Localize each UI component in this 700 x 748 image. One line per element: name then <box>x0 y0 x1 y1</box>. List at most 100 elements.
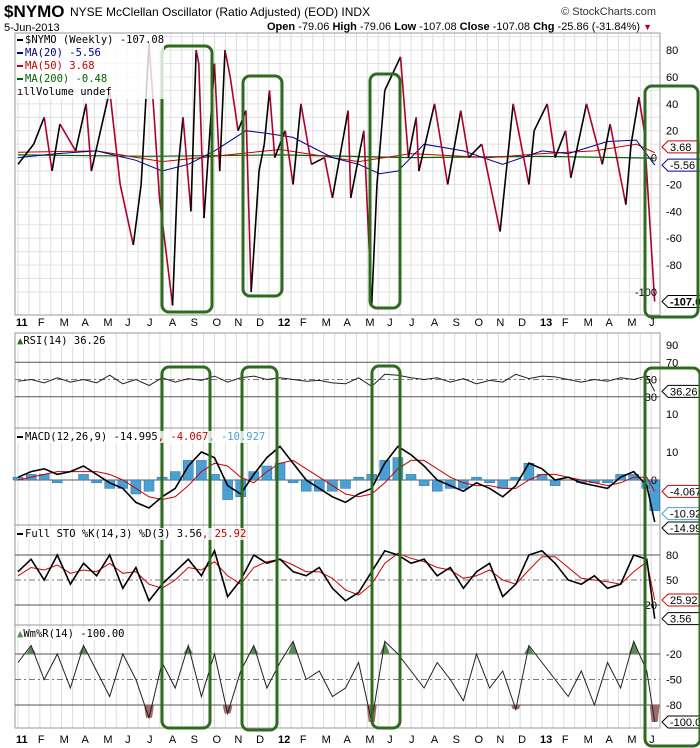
nymo-segment <box>108 90 121 185</box>
nymo-segment <box>570 103 588 178</box>
x-tick-label: M <box>103 734 112 746</box>
nymo-segment <box>347 110 352 198</box>
rsi-icon: ▲ <box>17 335 24 347</box>
close-value: -107.08 <box>492 21 531 33</box>
macd-histogram-bar <box>353 476 364 481</box>
x-tick-label: M <box>60 734 69 746</box>
x-tick-label: 11 <box>16 317 28 329</box>
close-value-tag-box <box>661 295 700 309</box>
annotation-highlight-box <box>160 44 214 314</box>
x-tick-label: A <box>606 734 614 746</box>
nymo-segment <box>609 123 627 205</box>
y-tick-label: 40 <box>666 99 678 111</box>
nymo-segment <box>311 156 325 166</box>
annotation-highlight-box <box>160 365 212 730</box>
x-tick-label: S <box>191 317 198 329</box>
macd-histogram-bar <box>52 479 63 484</box>
macd-hist-text: , -10.927 <box>208 431 266 443</box>
nymo-segment <box>85 103 93 172</box>
nymo-segment <box>601 123 611 165</box>
rsi-legend-text: RSI(14) 36.26 <box>23 335 106 347</box>
nymo-segment <box>258 144 266 172</box>
nymo-segment <box>331 110 349 199</box>
x-tick-label: M <box>322 317 331 329</box>
rsi-tick-label: 90 <box>666 340 678 352</box>
chg-value: -25.86 (-31.84%) <box>557 21 641 33</box>
x-tick-label: M <box>103 317 112 329</box>
chart-title: NYSE McClellan Oscillator (Ratio Adjuste… <box>70 5 370 19</box>
legend-volume-text: Volume undef <box>35 86 112 98</box>
nymo-segment <box>638 96 645 131</box>
low-label: Low <box>394 21 417 33</box>
macd-histogram-bar <box>287 479 299 484</box>
nymo-segment <box>370 184 378 306</box>
legend-ma200: MA(200) -0.48 <box>17 73 164 86</box>
macd-value-tag: -14.995 <box>670 523 700 535</box>
x-tick-label: J <box>125 734 130 746</box>
x-tick-label: F <box>38 734 45 746</box>
wmr-overbought-fill <box>78 645 89 654</box>
rsi-value-tag-box <box>661 384 700 398</box>
nymo-segment <box>268 90 276 158</box>
nymo-segment <box>446 110 462 185</box>
wmr-value-tag: -100.00 <box>670 717 700 729</box>
x-tick-label: M <box>627 317 636 329</box>
nymo-segment <box>153 117 161 198</box>
nymo-segment <box>399 56 410 158</box>
x-tick-label: N <box>496 317 504 329</box>
nymo-segment <box>43 117 53 172</box>
high-value: -79.06 <box>359 21 392 33</box>
macd-signal-text: , -4.067 <box>157 431 209 443</box>
sto-legend: Full STO %K(14,3) %D(3) 3.56, 25.92 <box>17 528 247 540</box>
macd-histogram-bar <box>340 479 351 489</box>
x-tick-label: O <box>213 317 222 329</box>
panel-border-wmr <box>14 624 661 729</box>
sto-legend-text: Full STO %K(14,3) %D(3) 3.56 <box>25 528 203 540</box>
nymo-segment <box>177 117 184 172</box>
wmr-overbought-fill <box>379 641 390 654</box>
ma20-value-tag-box <box>661 158 700 172</box>
macd-histogram-bar <box>523 462 535 481</box>
nymo-segment <box>224 49 232 78</box>
macd-histogram-bar <box>497 479 508 489</box>
rsi-legend: ▲RSI(14) 36.26 <box>17 335 106 347</box>
nymo-segment <box>190 50 197 212</box>
x-tick-label: F <box>300 734 307 746</box>
wmr-overbought-fill <box>248 645 259 654</box>
rsi-line <box>17 373 656 392</box>
panel-border-price <box>14 32 661 316</box>
nymo-segment <box>132 184 142 246</box>
sto-d-text: , 25.92 <box>202 528 247 540</box>
nymo-segment <box>433 103 449 185</box>
wmr-overbought-fill <box>183 645 194 654</box>
y-tick-label: 80 <box>666 45 678 57</box>
nymo-segment <box>323 157 334 199</box>
nymo-segment <box>229 76 239 131</box>
sto-tick-label: 20 <box>645 600 657 612</box>
x-tick-label: M <box>322 734 331 746</box>
x-tick-label: N <box>496 734 504 746</box>
nymo-segment <box>245 110 252 293</box>
macd-histogram-bar <box>602 479 613 484</box>
macd-hist-tag-box <box>661 507 700 521</box>
nymo-segment <box>197 63 205 219</box>
nymo-segment <box>17 143 35 165</box>
nymo-segment <box>376 90 386 185</box>
nymo-segment <box>418 103 436 172</box>
high-label: High <box>332 21 357 33</box>
macd-histogram-bar <box>536 474 548 481</box>
title-text: NYSE McClellan Oscillator (Ratio Adjuste… <box>70 5 339 19</box>
macd-tick-label: 10 <box>666 447 678 459</box>
wmr-value-tag-box <box>661 715 700 729</box>
macd-signal-line <box>17 459 656 501</box>
macd-hist-tag: -10.927 <box>670 509 700 521</box>
annotation-highlight-box <box>368 72 402 310</box>
macd-signal-tag-box <box>661 484 700 498</box>
macd-histogram-bar <box>471 476 482 481</box>
macd-histogram-bar <box>418 479 430 486</box>
exchange: INDX <box>341 5 371 19</box>
nymo-segment <box>195 49 200 64</box>
sto-k-tag: 3.56 <box>670 614 691 626</box>
nymo-segment <box>349 130 365 199</box>
macd-histogram-bar <box>222 479 233 500</box>
